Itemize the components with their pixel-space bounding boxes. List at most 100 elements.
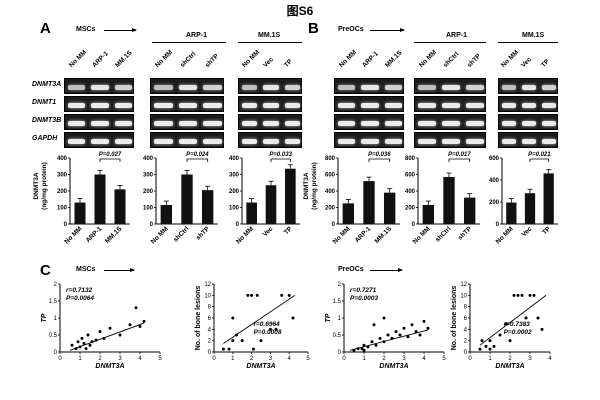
bar xyxy=(265,185,277,224)
gel-band xyxy=(178,139,198,144)
group-mm1s-b: MM.1S xyxy=(522,32,545,39)
y-tick-label: 400 xyxy=(229,156,240,162)
y-tick-label: 8 xyxy=(208,305,212,311)
gel-band xyxy=(68,85,86,90)
gel-band xyxy=(91,103,109,108)
gel-lane-strip xyxy=(150,114,224,130)
bar xyxy=(246,202,257,224)
y-tick-label: 200 xyxy=(325,206,336,212)
gel-band xyxy=(466,121,484,126)
x-tick-label: 2 xyxy=(382,356,386,362)
group-mm1s-a: MM.1S xyxy=(258,32,281,39)
scatter-point xyxy=(362,343,366,347)
y-axis-label: No. of bone lesions xyxy=(195,286,202,351)
gel-band xyxy=(522,85,536,90)
scatter-point xyxy=(406,335,410,339)
gel-band xyxy=(542,139,556,144)
gel-band xyxy=(384,103,402,108)
gel-band xyxy=(466,85,484,90)
x-tick-label: 0 xyxy=(342,356,346,362)
scatter-point xyxy=(418,333,422,337)
gel-band xyxy=(203,139,222,144)
gel-band xyxy=(338,103,356,108)
y-tick-label: 0 xyxy=(208,350,212,356)
bar xyxy=(201,190,214,224)
gel-lane-strip xyxy=(150,96,224,112)
scatter-point xyxy=(532,293,536,297)
fit-line xyxy=(349,329,429,351)
x-tick-label: 4 xyxy=(288,356,292,362)
panel-label-b: B xyxy=(308,20,319,37)
gel-row-label-dnmt1: DNMT1 xyxy=(32,99,57,106)
x-tick-label: 3 xyxy=(402,356,406,362)
gel-band xyxy=(361,85,379,90)
y-tick-label: 0.5 xyxy=(49,333,58,339)
gel-band xyxy=(114,103,132,108)
gel-lane-strip xyxy=(414,132,486,148)
y-tick-label: 300 xyxy=(57,173,68,179)
gel-lane-strip xyxy=(334,78,404,94)
y-tick-label: 400 xyxy=(143,156,154,162)
arrow-mscs-c xyxy=(104,268,135,272)
scatter-point xyxy=(88,343,92,347)
fit-line xyxy=(69,322,145,351)
gel-lane-strip xyxy=(414,96,486,112)
gel-band xyxy=(284,121,300,126)
scatter-point xyxy=(70,343,74,347)
scatter-point xyxy=(231,339,235,343)
bar xyxy=(443,176,455,224)
gel-band xyxy=(522,121,536,126)
gel-band xyxy=(242,139,258,144)
gel-band xyxy=(418,139,436,144)
scatter-point xyxy=(378,336,382,340)
scatter-point xyxy=(536,316,540,320)
gel-band xyxy=(91,121,109,126)
gel-band xyxy=(68,103,86,108)
scatter-point xyxy=(488,347,492,351)
scatter-point xyxy=(291,316,295,320)
y-tick-label: 8 xyxy=(464,305,468,311)
arrow-mscs-a xyxy=(104,28,137,32)
x-tick-label: 2 xyxy=(98,356,102,362)
y-tick-label: 400 xyxy=(325,189,336,195)
gel-lane-strip xyxy=(150,132,224,148)
scatter-point xyxy=(370,340,374,344)
x-tick-label: 5 xyxy=(158,356,162,362)
significance-bracket xyxy=(368,158,391,162)
scatter-point xyxy=(274,327,278,331)
gel-band xyxy=(68,139,86,144)
x-tick-label: 5 xyxy=(306,356,310,362)
gel-lane-strip xyxy=(150,78,224,94)
scatter-point xyxy=(98,330,102,334)
gel-band xyxy=(114,139,132,144)
gel-band xyxy=(284,103,300,108)
y-tick-label: 4 xyxy=(464,327,468,333)
x-tick-label: 0 xyxy=(468,356,472,362)
scatter-point xyxy=(508,339,512,343)
x-axis-label: DNMT3A xyxy=(379,363,408,370)
gel-band xyxy=(154,85,173,90)
scatter-point xyxy=(498,333,502,337)
bar xyxy=(363,181,375,224)
gel-band xyxy=(502,85,516,90)
gel-lane-strip xyxy=(238,78,302,94)
bar xyxy=(285,168,296,224)
gel-lane-strip xyxy=(64,114,134,130)
correlation-p: P=0.0064 xyxy=(66,295,94,302)
scatter-point xyxy=(398,333,402,337)
fit-line xyxy=(223,294,296,344)
scatter-point xyxy=(80,336,84,340)
significance-bracket xyxy=(529,158,550,162)
y-tick-label: 800 xyxy=(405,156,416,162)
underline-arp1-a xyxy=(152,42,226,43)
scatter-point xyxy=(118,333,122,337)
gel-row-label-dnmt3a: DNMT3A xyxy=(32,81,62,88)
underline-arp1-b xyxy=(414,42,486,43)
x-tick-label: TP xyxy=(283,225,294,236)
scatter-point xyxy=(287,293,291,297)
scatter-point xyxy=(76,340,80,344)
p-value-label: P=0.024 xyxy=(186,152,209,158)
gel-band xyxy=(203,85,222,90)
